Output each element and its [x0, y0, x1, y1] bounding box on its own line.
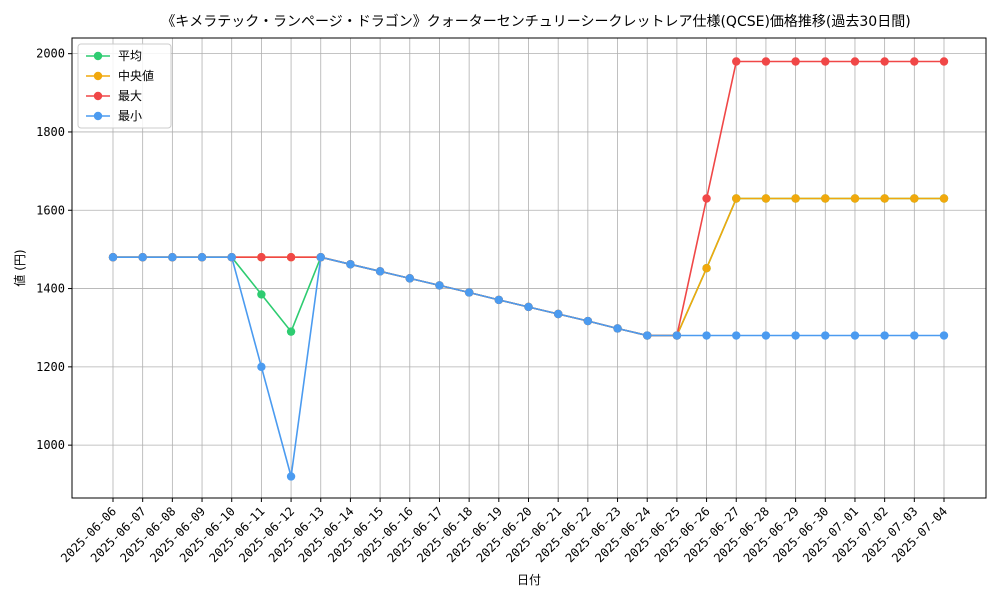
legend-box	[77, 43, 172, 129]
data-point	[494, 295, 504, 305]
y-tick-label: 1000	[36, 438, 65, 452]
data-point	[316, 253, 325, 262]
y-axis-title: 値 (円)	[12, 249, 27, 286]
legend-swatch-marker	[93, 91, 103, 101]
data-point	[286, 472, 296, 481]
data-point	[702, 331, 711, 340]
data-point	[821, 57, 830, 66]
data-point	[761, 57, 771, 66]
data-point	[286, 253, 296, 262]
x-axis: 2025-06-062025-06-072025-06-082025-06-09…	[58, 498, 950, 565]
data-point	[821, 331, 830, 340]
legend-label: 中央値	[118, 68, 154, 83]
x-axis-title: 日付	[517, 573, 541, 587]
data-point	[910, 57, 919, 66]
data-point	[435, 281, 444, 290]
data-point	[761, 194, 771, 203]
data-point	[910, 194, 919, 203]
data-point	[880, 194, 889, 203]
data-point	[643, 331, 652, 340]
legend-swatch-marker	[93, 51, 103, 61]
grid	[72, 38, 986, 498]
y-tick-label: 1800	[36, 125, 65, 139]
data-point	[880, 331, 889, 340]
data-point	[375, 267, 385, 276]
data-point	[464, 288, 474, 297]
y-tick-label: 2000	[36, 47, 65, 61]
data-point	[910, 331, 919, 340]
data-point	[672, 331, 682, 340]
series-points	[108, 57, 949, 481]
legend-label: 最大	[118, 89, 142, 103]
data-point	[346, 260, 355, 269]
data-point	[939, 57, 949, 66]
data-point	[850, 194, 860, 203]
data-point	[791, 331, 800, 340]
data-point	[850, 331, 860, 340]
y-axis: 1000 1200 1400 1600 1800 2000	[36, 47, 72, 452]
data-point	[732, 194, 741, 203]
legend-swatch-marker	[93, 111, 103, 121]
data-point	[197, 253, 207, 262]
y-tick-label: 1400	[36, 282, 65, 296]
data-point	[257, 362, 266, 372]
data-point	[939, 331, 949, 340]
data-point	[227, 253, 236, 262]
chart-title: 《キメラテック・ランページ・ドラゴン》クォーターセンチュリーシークレットレア仕様…	[161, 13, 910, 30]
y-tick-label: 1200	[36, 360, 65, 374]
data-point	[702, 194, 711, 203]
data-point	[138, 253, 147, 262]
data-point	[702, 263, 711, 273]
data-point	[257, 253, 266, 262]
legend-swatch-marker	[93, 71, 103, 81]
data-point	[286, 327, 296, 336]
data-point	[524, 302, 533, 312]
legend-label: 平均	[118, 49, 142, 63]
data-point	[821, 194, 830, 203]
data-point	[168, 253, 177, 262]
data-point	[850, 57, 860, 66]
plot-frame	[71, 37, 987, 499]
data-point	[732, 57, 741, 66]
data-point	[791, 57, 800, 66]
data-point	[583, 316, 593, 326]
legend-label: 最小	[118, 109, 142, 123]
data-point	[108, 253, 118, 262]
data-point	[257, 290, 266, 299]
data-point	[732, 331, 741, 340]
data-point	[613, 324, 622, 333]
data-point	[405, 274, 414, 283]
data-point	[553, 309, 563, 319]
y-tick-label: 1600	[36, 203, 65, 217]
data-point	[939, 194, 949, 203]
data-point	[761, 331, 771, 340]
data-point	[880, 57, 889, 66]
data-point	[791, 194, 800, 203]
